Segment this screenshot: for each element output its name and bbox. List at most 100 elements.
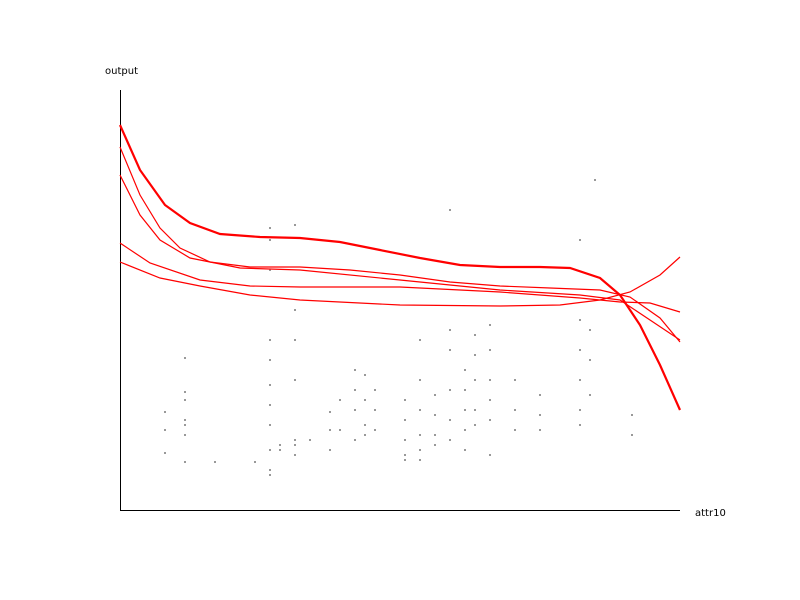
- data-point: [449, 349, 451, 351]
- data-point: [474, 379, 476, 381]
- data-point: [269, 404, 271, 406]
- data-point: [449, 439, 451, 441]
- data-point: [184, 424, 186, 426]
- data-point: [269, 239, 271, 241]
- data-point: [489, 419, 491, 421]
- data-point: [294, 444, 296, 446]
- data-point: [464, 409, 466, 411]
- data-point: [184, 399, 186, 401]
- data-point: [419, 449, 421, 451]
- data-point: [434, 414, 436, 416]
- data-point: [354, 369, 356, 371]
- data-point: [269, 359, 271, 361]
- fit-curve: [118, 124, 682, 411]
- data-point: [279, 444, 281, 446]
- data-point: [404, 419, 406, 421]
- data-point: [419, 434, 421, 436]
- data-point: [404, 439, 406, 441]
- data-point: [474, 354, 476, 356]
- data-point: [269, 469, 271, 471]
- x-axis-label: attr10: [695, 508, 726, 519]
- data-point: [269, 384, 271, 386]
- data-point: [434, 394, 436, 396]
- data-point: [294, 224, 296, 226]
- data-point: [631, 434, 633, 436]
- data-point: [294, 439, 296, 441]
- fit-curve: [119, 146, 681, 343]
- data-point: [329, 429, 331, 431]
- data-point: [449, 419, 451, 421]
- data-point: [404, 459, 406, 461]
- data-point: [449, 329, 451, 331]
- data-point: [254, 461, 256, 463]
- data-point: [269, 339, 271, 341]
- data-point: [489, 454, 491, 456]
- data-point: [184, 357, 186, 359]
- data-point: [404, 399, 406, 401]
- data-point: [579, 379, 581, 381]
- data-point: [489, 379, 491, 381]
- data-point: [514, 429, 516, 431]
- data-point: [579, 349, 581, 351]
- data-point: [419, 459, 421, 461]
- data-point: [589, 394, 591, 396]
- fit-curve: [119, 256, 681, 307]
- data-point: [294, 379, 296, 381]
- data-point: [184, 434, 186, 436]
- data-point: [579, 409, 581, 411]
- data-point: [164, 411, 166, 413]
- data-point: [539, 429, 541, 431]
- data-point: [294, 339, 296, 341]
- data-point: [364, 434, 366, 436]
- data-point: [449, 389, 451, 391]
- data-point: [164, 429, 166, 431]
- data-point: [164, 452, 166, 454]
- data-point: [374, 429, 376, 431]
- data-point: [579, 424, 581, 426]
- data-point: [364, 399, 366, 401]
- data-point: [354, 409, 356, 411]
- y-axis-label: output: [105, 66, 138, 77]
- data-point: [514, 409, 516, 411]
- fit-curve: [119, 242, 681, 313]
- data-point: [449, 209, 451, 211]
- data-point: [339, 429, 341, 431]
- data-point: [419, 409, 421, 411]
- data-point: [269, 449, 271, 451]
- data-point: [489, 324, 491, 326]
- data-point: [269, 227, 271, 229]
- data-point: [269, 269, 271, 271]
- data-point: [269, 474, 271, 476]
- data-point: [404, 454, 406, 456]
- data-point: [474, 409, 476, 411]
- data-point: [294, 309, 296, 311]
- data-point: [354, 389, 356, 391]
- data-point: [539, 414, 541, 416]
- data-point: [184, 461, 186, 463]
- data-point: [339, 399, 341, 401]
- data-point: [631, 414, 633, 416]
- data-point: [514, 379, 516, 381]
- fit-curve: [119, 174, 681, 341]
- data-point: [589, 359, 591, 361]
- data-point: [579, 239, 581, 241]
- data-point: [294, 454, 296, 456]
- data-point: [329, 449, 331, 451]
- data-point: [474, 334, 476, 336]
- data-point: [589, 329, 591, 331]
- data-point: [309, 439, 311, 441]
- data-point: [474, 424, 476, 426]
- data-point: [489, 399, 491, 401]
- data-point: [539, 394, 541, 396]
- data-point: [464, 449, 466, 451]
- data-point: [434, 444, 436, 446]
- data-point: [594, 179, 596, 181]
- data-point: [364, 374, 366, 376]
- data-point: [329, 411, 331, 413]
- data-point: [434, 434, 436, 436]
- data-point: [419, 379, 421, 381]
- data-point: [354, 439, 356, 441]
- data-point: [464, 429, 466, 431]
- data-point: [269, 424, 271, 426]
